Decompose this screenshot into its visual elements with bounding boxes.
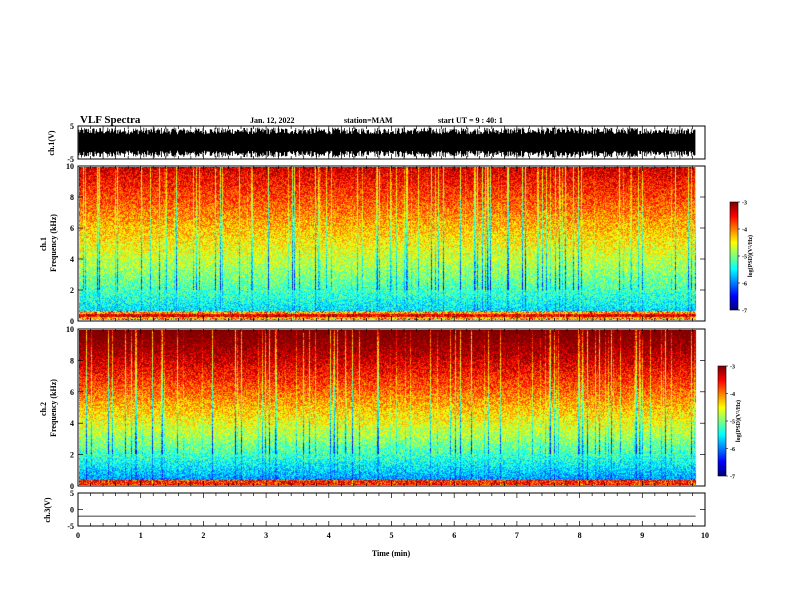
y-tick-label: 4: [70, 419, 74, 428]
ch1-spectrogram-yticks: 0 2 4 6 8 10: [66, 162, 705, 326]
colorbar-tick-label: -4: [730, 392, 735, 398]
ch1-spectrogram-canvas: [79, 167, 705, 320]
ch2-spectrogram-canvas: [79, 330, 705, 485]
x-tick-label: 10: [701, 531, 709, 540]
panel-ch3-voltage: 5 0 -5 ch.3(V): [43, 489, 706, 531]
ch1-spectrogram-ylabel: ch.1 Frequency (kHz): [39, 214, 58, 272]
colorbar-tick-label: -6: [742, 282, 747, 288]
ch2-spectrogram-image-wrap: [79, 330, 705, 485]
x-tick-label: 9: [640, 531, 644, 540]
ch1-colorbar-ticks: -3 -4 -5 -6 -7: [738, 201, 747, 315]
x-tick-label: 7: [515, 531, 519, 540]
x-tick-label: 5: [390, 531, 394, 540]
y-tick-label: 8: [70, 356, 74, 365]
y-tick-label: 5: [70, 122, 74, 131]
ch1-colorbar-label: log(PSD)(V²/Hz): [747, 235, 754, 277]
colorbar-tick-label: -5: [742, 255, 747, 261]
ch2-colorbar: [718, 366, 726, 476]
ch1-waveform-trace: [78, 127, 696, 158]
ch1-ylabel-line1: ch.1: [39, 237, 48, 251]
y-tick-label: 2: [70, 451, 74, 460]
x-tick-label: 2: [201, 531, 205, 540]
figure-title: VLF Spectra: [80, 114, 141, 126]
y-tick-label: -5: [67, 155, 74, 164]
ch2-colorbar-wrap: [718, 366, 726, 476]
ch1-voltage-ylabel: ch.1(V): [47, 130, 56, 155]
colorbar-tick-label: -5: [730, 420, 735, 426]
x-tick-label: 8: [578, 531, 582, 540]
ch1-voltage-yticks: 5 -5: [67, 122, 705, 164]
x-axis-tick-labels: 0 1 2 3 4 5 6 7 8 9 10: [76, 531, 709, 540]
y-tick-label: 5: [70, 489, 74, 498]
x-axis-ticks: [77, 126, 706, 526]
x-tick-label: 1: [139, 531, 143, 540]
ch2-ylabel-line2: Frequency (kHz): [49, 379, 58, 437]
colorbar-tick-label: -4: [742, 228, 747, 234]
panel-ch1-voltage: 5 -5 ch.1(V): [47, 122, 706, 164]
y-tick-label: 6: [70, 224, 74, 233]
x-tick-label: 4: [327, 531, 331, 540]
header-date: Jan. 12, 2022: [250, 116, 294, 125]
ch1-colorbar: [730, 202, 738, 310]
y-tick-label: 0: [70, 317, 74, 326]
y-tick-label: 4: [70, 255, 74, 264]
y-tick-label: 8: [70, 193, 74, 202]
header-start-ut: start UT = 9 : 40: 1: [438, 116, 503, 125]
y-tick-label: 0: [70, 506, 74, 515]
ch3-voltage-ylabel: ch.3(V): [43, 497, 52, 522]
ch1-waveform: [78, 127, 696, 158]
ch1-colorbar-wrap: [730, 202, 738, 310]
x-axis-label: Time (min): [372, 549, 411, 558]
ch2-colorbar-ticks: -3 -4 -5 -6 -7: [726, 365, 735, 481]
ch2-spectrogram-ylabel: ch.2 Frequency (kHz): [39, 379, 58, 437]
colorbar-tick-label: -7: [730, 475, 735, 481]
colorbar-tick-label: -3: [730, 365, 735, 371]
header-station: station=MAM: [344, 116, 393, 125]
colorbar-tick-label: -6: [730, 447, 735, 453]
colorbar-tick-label: -3: [742, 201, 747, 207]
y-tick-label: 0: [70, 482, 74, 491]
ch2-ylabel-line1: ch.2: [39, 402, 48, 416]
ch3-voltage-yticks: 5 0 -5: [67, 489, 705, 531]
y-tick-label: -5: [67, 522, 74, 531]
x-tick-label: 0: [76, 531, 80, 540]
ch2-spectrogram-yticks: 0 2 4 6 8 10: [66, 325, 705, 491]
colorbar-tick-label: -7: [742, 309, 747, 315]
ch2-colorbar-label: log(PSD)(V²/Hz): [735, 400, 742, 442]
x-tick-label: 3: [264, 531, 268, 540]
y-tick-label: 10: [66, 325, 74, 334]
y-tick-label: 10: [66, 162, 74, 171]
y-tick-label: 6: [70, 388, 74, 397]
y-tick-label: 2: [70, 286, 74, 295]
ch1-ylabel-line2: Frequency (kHz): [49, 214, 58, 272]
x-tick-label: 6: [452, 531, 456, 540]
ch1-spectrogram-image-wrap: [79, 167, 705, 320]
